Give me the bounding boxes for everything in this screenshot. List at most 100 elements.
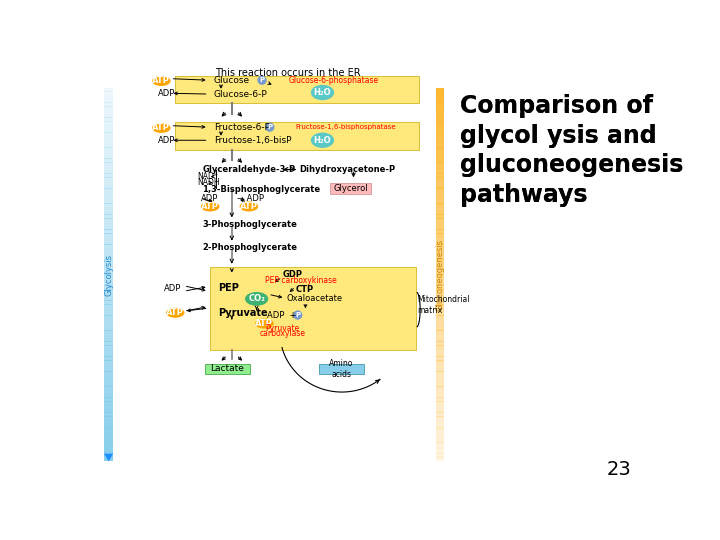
Ellipse shape [240,201,258,212]
Bar [104,364,113,368]
Bar [436,151,444,155]
Ellipse shape [255,319,274,328]
Bar [104,177,113,181]
Bar [436,211,444,215]
Bar [436,113,444,118]
Bar [436,192,444,196]
Text: H₂O: H₂O [314,88,331,97]
Bar [104,140,113,144]
Bar [104,233,113,237]
Bar [104,226,113,230]
Bar [104,144,113,147]
Bar [104,230,113,233]
Bar [104,375,113,379]
Bar [104,147,113,151]
Text: CO₂: CO₂ [248,294,265,303]
Ellipse shape [152,76,171,86]
Bar [436,390,444,394]
Bar [104,420,113,424]
Bar [436,338,444,342]
Text: P: P [267,124,272,130]
Text: Comparison of
glycol ysis and
gluconeogenesis
pathways: Comparison of glycol ysis and gluconeoge… [459,94,657,201]
Text: This reaction occurs in the ER: This reaction occurs in the ER [215,68,361,78]
Bar [436,162,444,166]
Bar [436,323,444,327]
Ellipse shape [311,85,334,100]
Bar [436,438,444,443]
Text: Glycerol: Glycerol [333,184,368,193]
Text: Glucose: Glucose [214,77,250,85]
Bar [436,259,444,264]
Bar [436,237,444,241]
Bar [104,315,113,320]
Bar [436,226,444,230]
Bar [436,185,444,189]
Bar [104,278,113,282]
Bar [436,147,444,151]
Bar [319,363,364,374]
Bar [104,200,113,204]
Bar [436,188,444,192]
Bar [104,110,113,114]
Bar [436,230,444,233]
Bar [436,372,444,375]
Bar [436,368,444,372]
Bar [104,259,113,264]
Bar [104,196,113,200]
Bar [104,356,113,361]
Text: Oxaloacetate: Oxaloacetate [287,294,343,303]
Bar [436,263,444,267]
Text: NAD⁺: NAD⁺ [197,172,218,181]
Bar [436,222,444,226]
Bar [436,117,444,122]
Text: PEP: PEP [218,283,239,293]
Text: Comparison of
glycol ysis and
gluconeogenesis
pathways: Comparison of glycol ysis and gluconeoge… [459,94,657,201]
Bar [330,184,371,194]
Bar [104,416,113,420]
Bar [436,416,444,420]
Ellipse shape [152,123,171,133]
Bar [436,446,444,450]
Text: Mitochondrial
matrix: Mitochondrial matrix [417,295,469,315]
Bar [104,327,113,330]
Bar [436,413,444,416]
Bar [104,446,113,450]
Bar [104,353,113,357]
Bar [436,267,444,271]
Bar [436,431,444,435]
Bar [436,252,444,256]
Text: Dihydroxyacetone-P: Dihydroxyacetone-P [300,165,395,174]
Bar [104,271,113,275]
Text: ATP: ATP [166,308,184,317]
Text: → ADP: → ADP [238,194,264,203]
Bar [436,312,444,316]
Text: Fructose-1,6-bisP: Fructose-1,6-bisP [214,136,292,145]
Bar [436,457,444,461]
Bar [436,173,444,178]
Bar [436,353,444,357]
Bar [104,360,113,364]
Bar [436,382,444,387]
Text: Glucose-6-phosphatase: Glucose-6-phosphatase [289,76,379,85]
Bar [104,368,113,372]
Bar [436,144,444,147]
Bar [436,278,444,282]
Bar [436,304,444,308]
Bar [104,296,113,301]
Text: ADP: ADP [201,194,218,203]
Bar [436,158,444,163]
Bar [104,308,113,312]
Bar [104,397,113,402]
Bar [436,409,444,413]
Bar [436,345,444,349]
Bar [104,263,113,267]
Bar [436,170,444,174]
Circle shape [265,123,274,132]
Bar [436,327,444,330]
Bar [436,95,444,99]
Bar [104,289,113,293]
Bar [104,255,113,260]
Bar [436,248,444,252]
Bar [104,162,113,166]
Text: ADP: ADP [164,284,181,293]
